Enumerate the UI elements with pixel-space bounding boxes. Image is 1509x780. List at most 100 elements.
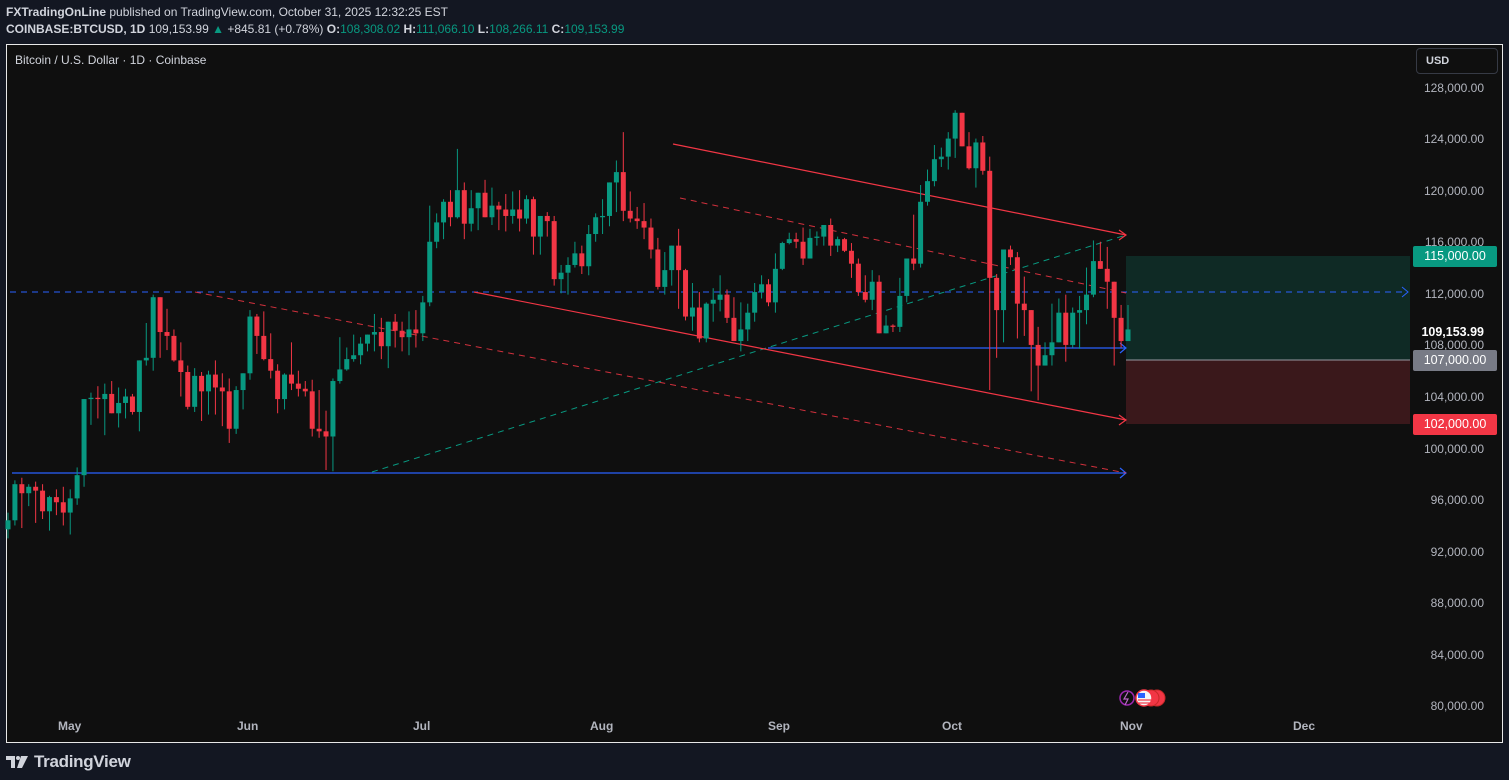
candle[interactable] [800,241,806,259]
candle[interactable] [441,201,447,223]
candle[interactable] [897,295,903,327]
candle[interactable] [793,239,799,242]
candle[interactable] [330,381,336,437]
candle[interactable] [171,335,177,361]
candle[interactable] [1007,249,1013,258]
tradingview-logo[interactable]: TradingView [6,751,131,773]
candle[interactable] [1077,310,1083,313]
candle[interactable] [295,383,301,389]
candle[interactable] [1063,312,1069,345]
candle[interactable] [1014,257,1020,304]
candle[interactable] [88,397,94,400]
candle[interactable] [807,237,813,259]
candle[interactable] [413,329,419,334]
candle[interactable] [676,245,682,271]
candle[interactable] [116,402,122,414]
candle[interactable] [247,316,253,374]
candle[interactable] [814,236,820,238]
candle[interactable] [344,359,350,370]
candle[interactable] [406,329,412,338]
candle[interactable] [129,396,135,412]
candle[interactable] [1111,281,1117,318]
descending-dashed-trendline-lower[interactable] [194,291,1127,474]
candle[interactable] [931,159,937,182]
candle[interactable] [178,360,184,373]
candle[interactable] [19,484,25,494]
candle[interactable] [1001,249,1007,311]
candle[interactable] [1118,317,1124,342]
candle[interactable] [627,210,633,219]
candle[interactable] [524,199,530,219]
candle[interactable] [579,253,585,267]
candle[interactable] [288,374,294,384]
candle[interactable] [219,387,225,392]
candle[interactable] [157,297,163,333]
candle[interactable] [911,258,917,264]
candle[interactable] [634,218,640,222]
candle[interactable] [821,224,827,237]
candle[interactable] [74,475,80,499]
candle[interactable] [461,190,467,224]
candle[interactable] [199,375,205,392]
candle[interactable] [123,396,129,403]
candle[interactable] [759,284,765,293]
candle[interactable] [1028,310,1034,345]
candle[interactable] [724,294,730,318]
candle[interactable] [434,222,440,242]
candle[interactable] [869,281,875,300]
candle[interactable] [752,292,758,313]
candle[interactable] [544,215,550,222]
candle[interactable] [613,172,619,183]
candle[interactable] [890,325,896,327]
candle[interactable] [67,498,73,513]
candle[interactable] [731,317,737,342]
candle[interactable] [489,205,495,218]
candle[interactable] [503,209,509,216]
candle[interactable] [655,249,661,287]
candle[interactable] [586,234,592,267]
candle[interactable] [1035,344,1041,366]
candle[interactable] [427,241,433,303]
candle[interactable] [261,335,267,360]
candle[interactable] [620,172,626,211]
candle[interactable] [323,431,329,437]
candle[interactable] [371,332,377,335]
candle[interactable] [925,181,931,202]
candle[interactable] [378,332,384,347]
candle[interactable] [150,297,156,358]
candle[interactable] [945,138,951,157]
candle[interactable] [233,390,239,429]
candle[interactable] [1056,312,1062,343]
candle[interactable] [109,393,115,414]
candle[interactable] [399,330,405,338]
stop-zone[interactable] [1126,360,1410,424]
candle[interactable] [855,263,861,293]
candle[interactable] [551,221,557,280]
candle[interactable] [164,332,170,336]
candle[interactable] [337,369,343,382]
candle[interactable] [365,334,371,344]
candle[interactable] [1049,342,1055,356]
candle[interactable] [240,373,246,391]
candle[interactable] [572,253,578,265]
publisher-name[interactable]: FXTradingOnLine [6,5,107,19]
candle[interactable] [883,325,889,334]
candle[interactable] [710,299,716,304]
candle[interactable] [959,112,965,147]
candle[interactable] [994,277,1000,311]
candle[interactable] [33,486,39,491]
candle[interactable] [593,217,599,235]
candle[interactable] [537,215,543,237]
candle[interactable] [192,375,198,407]
candle[interactable] [848,250,854,264]
candle[interactable] [302,388,308,392]
candle[interactable] [275,370,281,400]
candle[interactable] [786,239,792,244]
candle[interactable] [351,355,357,360]
candle[interactable] [703,303,709,339]
candle[interactable] [876,281,882,334]
candle[interactable] [689,307,695,317]
candle[interactable] [482,192,488,218]
candle[interactable] [358,343,364,356]
candle[interactable] [53,497,59,503]
